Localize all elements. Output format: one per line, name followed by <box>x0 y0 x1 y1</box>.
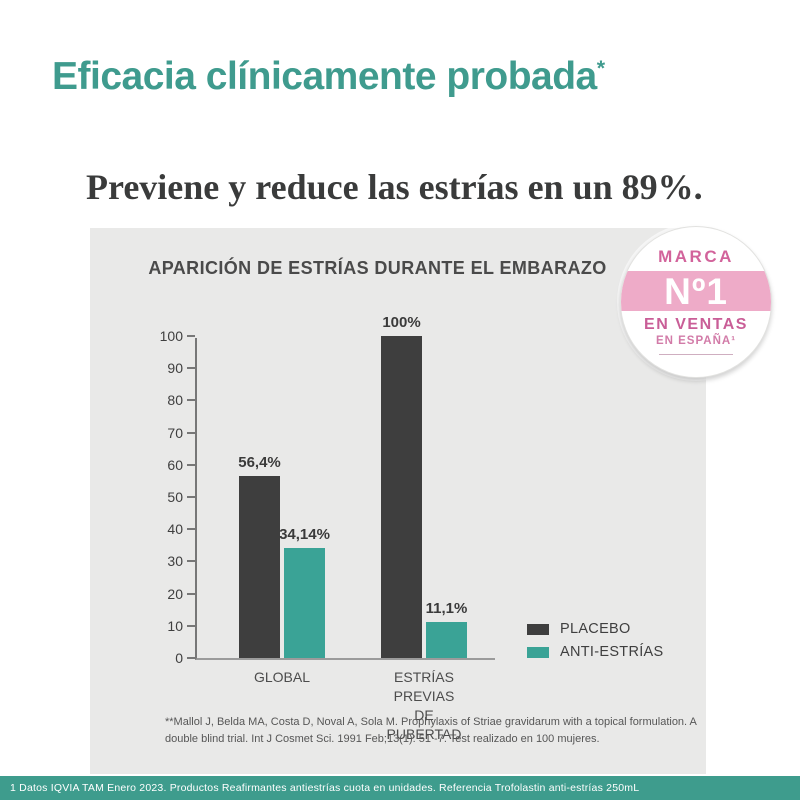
bar-value-label: 56,4% <box>238 454 281 472</box>
footer-source-text: 1 Datos IQVIA TAM Enero 2023. Productos … <box>10 782 640 794</box>
badge-marca-label: MARCA <box>658 247 734 266</box>
page-title: Eficacia clínicamente probada* <box>52 55 605 99</box>
x-axis-category-label: ESTRÍAS PREVIAS DE PUBERTAD <box>386 669 462 742</box>
y-axis-tick-mark <box>187 431 195 434</box>
y-axis-tick-label: 90 <box>167 360 183 377</box>
legend-entry: PLACEBO <box>527 621 664 637</box>
study-reference-footnote: **Mallol J, Belda MA, Costa D, Noval A, … <box>165 716 697 745</box>
page-title-asterisk: * <box>596 56 605 80</box>
y-axis-tick-mark <box>187 399 195 402</box>
bar-chart-plot-area: 0 10 20 30 40 50 60 70 80 90 100 56,4% 34,14% GLOBAL 1… <box>160 314 495 742</box>
chart-panel: APARICIÓN DE ESTRÍAS DURANTE EL EMBARAZO… <box>90 228 706 774</box>
bar <box>239 476 280 658</box>
y-axis-tick-mark <box>187 624 195 627</box>
badge-pink-band: Nº1 <box>621 271 771 311</box>
badge-number-one-label: Nº1 <box>664 270 728 312</box>
y-axis-tick-label: 70 <box>167 424 183 441</box>
y-axis-tick-mark <box>187 367 195 370</box>
footer-source-bar: 1 Datos IQVIA TAM Enero 2023. Productos … <box>0 776 800 800</box>
bar <box>426 622 467 658</box>
y-axis-tick-mark <box>187 496 195 498</box>
bar-value-label: 100% <box>382 314 421 331</box>
y-axis-tick-mark <box>187 463 195 466</box>
y-axis-tick-label: 40 <box>167 521 183 538</box>
legend-color-swatch <box>527 646 549 658</box>
y-axis-tick-label: 80 <box>167 392 183 409</box>
bar-value-label: 11,1% <box>425 600 468 618</box>
legend-series-label: PLACEBO <box>560 621 631 637</box>
y-axis-tick-mark <box>187 335 195 337</box>
legend-entry: ANTI-ESTRÍAS <box>527 644 664 660</box>
y-axis-tick-mark <box>187 528 195 531</box>
bar-value-label: 34,14% <box>279 526 330 544</box>
y-axis-tick-label: 50 <box>167 489 183 505</box>
chart-title: APARICIÓN DE ESTRÍAS DURANTE EL EMBARAZO <box>148 258 607 278</box>
badge-en-ventas-label: EN VENTAS <box>644 316 748 333</box>
badge-divider-line <box>659 354 733 355</box>
y-axis-tick-mark <box>187 592 195 595</box>
bar <box>284 548 325 658</box>
y-axis-tick-label: 0 <box>175 650 183 666</box>
x-axis-category-label: GLOBAL <box>253 669 311 685</box>
page-subtitle: Previene y reduce las estrías en un 89%. <box>86 167 703 207</box>
bar <box>381 336 422 658</box>
y-axis-tick-label: 30 <box>167 553 183 570</box>
y-axis-tick-mark <box>187 560 195 563</box>
chart-legend: PLACEBO ANTI-ESTRÍAS <box>527 621 664 667</box>
y-axis-tick-label: 20 <box>167 585 183 602</box>
y-axis-tick-label: 60 <box>167 456 183 473</box>
y-axis-tick-mark <box>187 657 195 659</box>
badge-en-espana-label: EN ESPAÑA¹ <box>655 335 737 347</box>
marca-n1-badge: MARCA Nº1 EN VENTAS EN ESPAÑA¹ <box>620 226 772 378</box>
legend-color-swatch <box>527 623 549 635</box>
y-axis-tick-label: 100 <box>159 328 183 344</box>
legend-series-label: ANTI-ESTRÍAS <box>560 644 664 660</box>
page-title-text: Eficacia clínicamente probada <box>52 55 597 98</box>
y-axis-tick-label: 10 <box>167 617 183 634</box>
